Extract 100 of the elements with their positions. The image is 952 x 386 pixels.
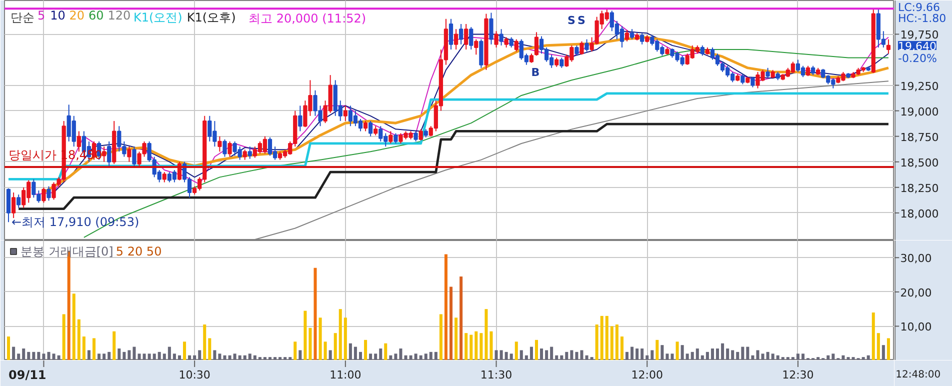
- bar: [721, 343, 724, 360]
- bar: [490, 331, 493, 360]
- bar: [716, 348, 720, 360]
- bar: [218, 354, 222, 360]
- bar: [213, 350, 216, 360]
- candlestick: [102, 146, 106, 162]
- text: K1(오전): [134, 10, 182, 24]
- bar: [710, 348, 714, 360]
- bar: [178, 355, 181, 360]
- y-tick-label: 19,750: [900, 28, 939, 42]
- bar: [364, 340, 368, 360]
- legend-title: 단순: [10, 10, 34, 24]
- candlestick: [810, 65, 816, 76]
- candlestick: [298, 105, 302, 132]
- bar: [102, 354, 106, 360]
- candlestick: [584, 38, 589, 52]
- bar: [132, 346, 136, 360]
- bar: [640, 348, 644, 360]
- bar: [660, 345, 664, 360]
- text: 12:48:00: [896, 369, 941, 380]
- bar: [168, 346, 171, 360]
- bar: [706, 352, 709, 360]
- bar: [188, 355, 192, 360]
- candlestick: [388, 130, 393, 144]
- bar: [369, 354, 372, 360]
- bar: [47, 352, 50, 360]
- bar: [304, 310, 307, 360]
- bar: [72, 294, 76, 360]
- candlestick: [46, 186, 51, 202]
- bar: [585, 355, 588, 360]
- bar: [882, 345, 885, 360]
- candlestick: [504, 36, 508, 48]
- candlestick: [630, 28, 634, 40]
- bar: [37, 352, 40, 360]
- bar: [450, 286, 453, 360]
- annotation: 5 20 50: [116, 244, 162, 258]
- bar: [108, 352, 111, 360]
- bar: [534, 340, 538, 360]
- x-tick-label: 11:00: [330, 368, 362, 382]
- candlestick: [448, 18, 454, 50]
- text: 120: [108, 8, 131, 22]
- bar: [57, 355, 60, 360]
- bar: [198, 350, 202, 360]
- bar: [866, 355, 870, 360]
- candlestick: [218, 136, 222, 152]
- bar: [183, 342, 186, 360]
- bar: [62, 314, 66, 360]
- bar: [464, 333, 468, 360]
- bar: [158, 352, 161, 360]
- candlestick: [458, 23, 464, 45]
- bar: [193, 355, 196, 360]
- candlestick: [474, 38, 478, 56]
- bar: [460, 276, 463, 360]
- bar: [766, 352, 770, 360]
- bar: [670, 354, 674, 360]
- bar: [384, 343, 388, 360]
- candlestick: [554, 57, 559, 68]
- bar: [243, 355, 246, 360]
- bar: [736, 352, 740, 360]
- candlestick: [394, 132, 398, 144]
- candlestick: [242, 149, 247, 160]
- bar: [434, 352, 438, 360]
- candlestick: [509, 36, 514, 48]
- bar: [152, 354, 156, 360]
- candlestick: [700, 44, 704, 56]
- bar: [404, 355, 408, 360]
- text: -0.20%: [898, 52, 937, 65]
- bar: [786, 357, 790, 360]
- bar: [253, 355, 256, 360]
- bar: [52, 354, 56, 360]
- bar: [771, 354, 774, 360]
- bar: [138, 354, 141, 360]
- bar: [32, 352, 36, 360]
- bar: [630, 346, 634, 360]
- bar: [610, 326, 614, 360]
- bar: [42, 354, 46, 360]
- x-tick-label: 12:00: [631, 368, 663, 382]
- bar: [314, 268, 317, 360]
- bar: [550, 346, 554, 360]
- bar: [876, 333, 880, 360]
- bar: [263, 357, 266, 360]
- bar: [379, 348, 382, 360]
- bar: [524, 355, 528, 360]
- bar: [746, 346, 750, 360]
- candlestick: [740, 74, 745, 85]
- bar: [298, 350, 302, 360]
- bar: [27, 352, 30, 360]
- bar: [646, 355, 649, 360]
- bar: [504, 352, 508, 360]
- bar: [625, 352, 628, 360]
- bar: [510, 354, 513, 360]
- candlestick: [454, 28, 458, 50]
- bar: [284, 357, 287, 360]
- bar: [128, 350, 131, 360]
- bar: [690, 352, 694, 360]
- candlestick: [248, 146, 252, 160]
- bar: [816, 357, 820, 360]
- bar: [148, 354, 151, 360]
- bar: [666, 354, 669, 360]
- annotation: S: [568, 14, 576, 27]
